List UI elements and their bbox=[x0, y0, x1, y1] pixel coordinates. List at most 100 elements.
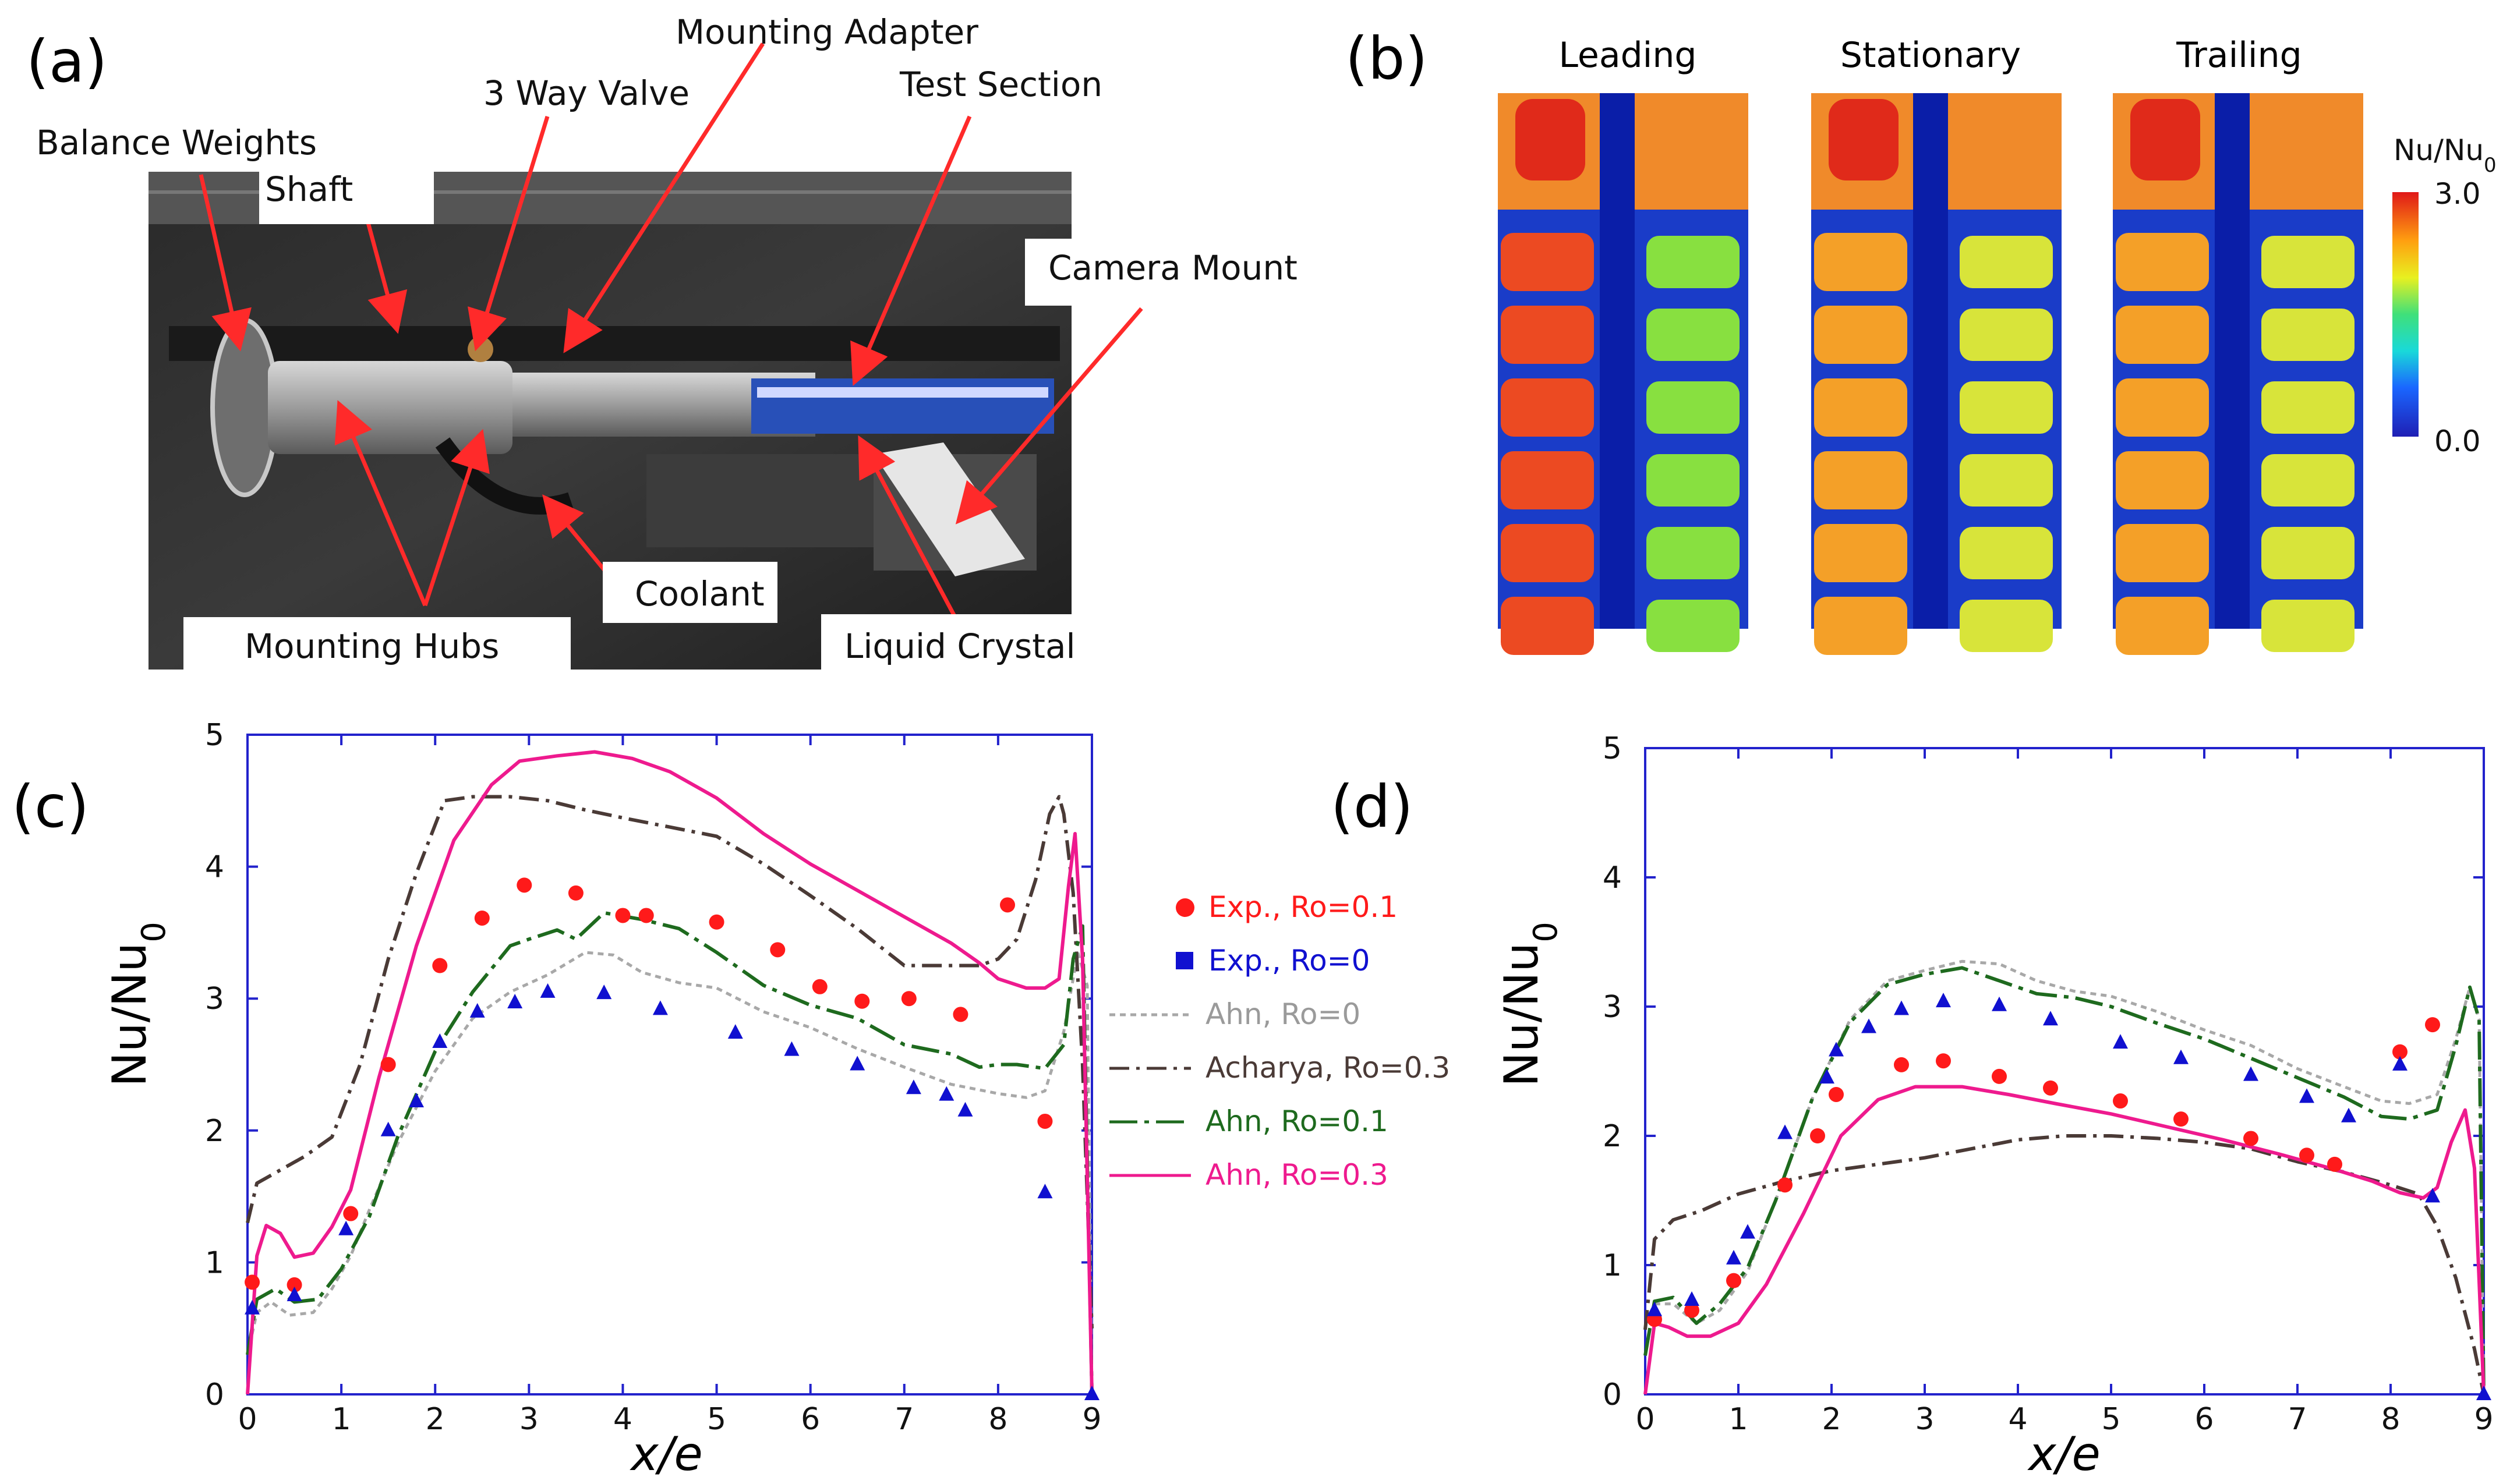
x-tick-label: 3 bbox=[1915, 1402, 1934, 1437]
callout-labels: Balance Weights Shaft 3 Way Valve Mounti… bbox=[36, 12, 1316, 678]
chart-d-x-label: x/e bbox=[2027, 1427, 2101, 1481]
heatmap-center-rib bbox=[1600, 93, 1635, 629]
data-point-exp-ro-0-1 bbox=[1810, 1128, 1825, 1143]
data-point-exp-ro-0 bbox=[1819, 1069, 1834, 1084]
data-point-exp-ro-0-1 bbox=[2113, 1093, 2128, 1109]
heatmap-rib-cell-right bbox=[1646, 381, 1740, 434]
legend-marker bbox=[1176, 898, 1194, 917]
data-point-exp-ro-0-1 bbox=[2299, 1147, 2314, 1163]
data-point-exp-ro-0-1 bbox=[474, 910, 490, 926]
heatmap-rib-cell-right bbox=[2261, 527, 2355, 579]
series-line-acharya-ro-0-3 bbox=[246, 795, 1094, 1329]
data-point-exp-ro-0 bbox=[2299, 1088, 2314, 1103]
data-point-exp-ro-0-1 bbox=[854, 993, 870, 1009]
y-tick-label: 3 bbox=[205, 982, 224, 1017]
data-point-exp-ro-0-1 bbox=[1037, 1113, 1053, 1129]
y-tick-label: 0 bbox=[205, 1377, 224, 1412]
heatmap-rib-cell-left bbox=[2116, 233, 2209, 291]
legend-label: Exp., Ro=0.1 bbox=[1208, 890, 1398, 924]
data-point-exp-ro-0 bbox=[1084, 1386, 1100, 1400]
map-title-trailing: Trailing bbox=[2176, 35, 2302, 76]
heatmap-rib-cell-right bbox=[1646, 236, 1740, 288]
data-point-exp-ro-0 bbox=[596, 984, 612, 1000]
data-point-exp-ro-0 bbox=[906, 1079, 921, 1095]
data-point-exp-ro-0-1 bbox=[568, 885, 584, 901]
data-point-exp-ro-0-1 bbox=[343, 1206, 359, 1221]
label-three-way-valve: 3 Way Valve bbox=[483, 73, 690, 113]
heatmap-rib-cell-right bbox=[2261, 454, 2355, 507]
heatmap-rib-cell-left bbox=[1814, 306, 1907, 364]
data-point-exp-ro-0-1 bbox=[1894, 1057, 1909, 1072]
rig-photo bbox=[149, 172, 1072, 670]
x-tick-label: 1 bbox=[1728, 1402, 1748, 1437]
panel-b-label: (b) bbox=[1345, 24, 1428, 93]
x-tick-label: 7 bbox=[2288, 1402, 2307, 1437]
data-point-exp-ro-0-1 bbox=[517, 877, 532, 893]
data-point-exp-ro-0-1 bbox=[615, 908, 631, 923]
x-tick-label: 5 bbox=[2101, 1402, 2120, 1437]
label-mounting-hubs: Mounting Hubs bbox=[245, 626, 499, 666]
x-tick-label: 9 bbox=[1082, 1402, 1101, 1437]
y-tick-label: 1 bbox=[205, 1245, 224, 1280]
chart-d-panel-label: (d) bbox=[1331, 773, 1413, 841]
chart-c-panel-label: (c) bbox=[12, 773, 89, 841]
data-point-exp-ro-0 bbox=[2043, 1011, 2058, 1026]
data-point-exp-ro-0-1 bbox=[1992, 1068, 2007, 1084]
data-point-exp-ro-0-1 bbox=[1829, 1086, 1844, 1102]
data-point-exp-ro-0 bbox=[380, 1121, 396, 1136]
legend-label: Exp., Ro=0 bbox=[1208, 944, 1370, 977]
data-point-exp-ro-0 bbox=[939, 1086, 954, 1101]
y-tick-label: 2 bbox=[205, 1114, 224, 1149]
data-point-exp-ro-0-1 bbox=[2243, 1131, 2258, 1146]
heatmap-rib-cell-left bbox=[1501, 524, 1594, 582]
heatmap-2 bbox=[1811, 93, 2062, 655]
label-test-section: Test Section bbox=[899, 65, 1102, 104]
label-balance-weights: Balance Weights bbox=[36, 123, 317, 162]
x-tick-label: 4 bbox=[2008, 1402, 2027, 1437]
data-point-exp-ro-0 bbox=[2243, 1066, 2258, 1081]
data-point-exp-ro-0 bbox=[1037, 1184, 1053, 1199]
y-tick-label: 4 bbox=[1603, 860, 1622, 895]
data-point-exp-ro-0 bbox=[2173, 1049, 2189, 1064]
heatmap-rib-cell-left bbox=[1814, 233, 1907, 291]
data-point-exp-ro-0-1 bbox=[2043, 1080, 2058, 1096]
data-point-exp-ro-0 bbox=[432, 1033, 448, 1048]
panel-a: (a) bbox=[26, 12, 1316, 678]
x-tick-label: 3 bbox=[519, 1402, 539, 1437]
heatmap-rib-cell-left bbox=[2116, 451, 2209, 509]
chart-c: (c) Nu/Nu0 x/e Exp., Ro=0.1 Exp., Ro=0 Ahn… bbox=[12, 718, 1450, 1481]
data-point-exp-ro-0-1 bbox=[709, 914, 724, 930]
legend-label: Ahn, Ro=0.3 bbox=[1205, 1158, 1388, 1192]
heatmap-rib-cell-right bbox=[1960, 454, 2053, 507]
heatmap-rib-cell-right bbox=[1646, 527, 1740, 579]
heatmap-1 bbox=[1498, 93, 1748, 655]
data-point-exp-ro-0-1 bbox=[2425, 1017, 2440, 1033]
legend-label: Acharya, Ro=0.3 bbox=[1205, 1051, 1450, 1085]
heatmap-rib-cell-left bbox=[1814, 451, 1907, 509]
svg-text:Nu/Nu0: Nu/Nu0 bbox=[2394, 133, 2497, 177]
heatmap-rib-cell-left bbox=[1501, 233, 1594, 291]
chart-c-y-label: Nu/Nu0 bbox=[102, 922, 173, 1087]
heatmap-rib-cell-left bbox=[1501, 306, 1594, 364]
heatmap-hotspot bbox=[2130, 99, 2200, 180]
x-tick-label: 7 bbox=[895, 1402, 914, 1437]
data-point-exp-ro-0-1 bbox=[432, 958, 448, 973]
data-point-exp-ro-0 bbox=[1992, 996, 2007, 1011]
heatmap-rib-cell-left bbox=[2116, 378, 2209, 437]
x-tick-label: 8 bbox=[2381, 1402, 2400, 1437]
data-point-exp-ro-0-1 bbox=[1726, 1273, 1741, 1288]
data-point-exp-ro-0 bbox=[540, 983, 556, 998]
data-point-exp-ro-0 bbox=[727, 1024, 743, 1039]
heatmap-rib-cell-left bbox=[2116, 597, 2209, 655]
heatmaps bbox=[1498, 93, 2363, 655]
y-tick-label: 3 bbox=[1603, 990, 1622, 1025]
data-point-exp-ro-0 bbox=[784, 1041, 800, 1056]
heatmap-rib-cell-left bbox=[1814, 597, 1907, 655]
heatmap-rib-cell-right bbox=[2261, 600, 2355, 652]
legend-label: Ahn, Ro=0 bbox=[1205, 997, 1360, 1031]
data-point-exp-ro-0 bbox=[409, 1092, 424, 1107]
data-point-exp-ro-0 bbox=[469, 1003, 485, 1018]
chart-c-x-label: x/e bbox=[629, 1427, 703, 1481]
